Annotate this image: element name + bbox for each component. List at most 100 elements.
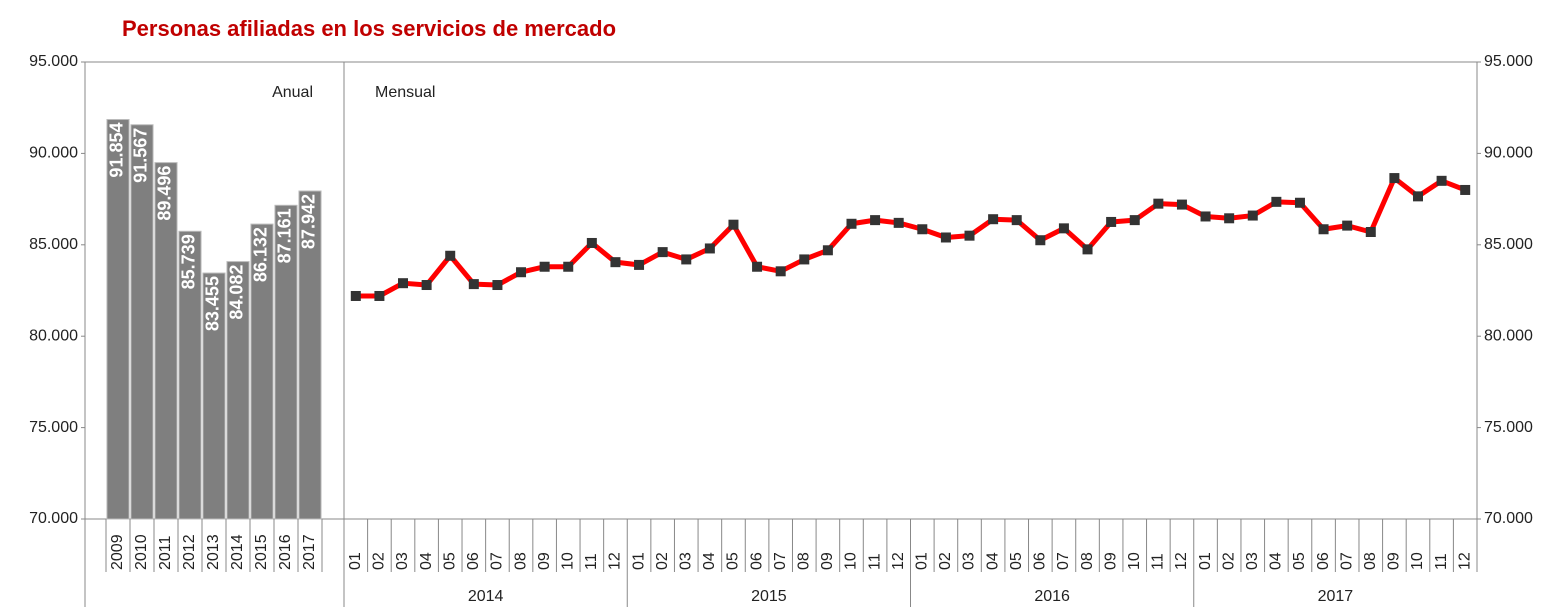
x-tick-label: 01 bbox=[347, 552, 364, 570]
marker bbox=[1224, 213, 1235, 224]
x-tick-label: 03 bbox=[677, 552, 694, 570]
marker bbox=[1271, 196, 1282, 207]
x-tick-label: 04 bbox=[984, 552, 1001, 570]
x-tick-label: 2013 bbox=[205, 534, 222, 570]
x-tick-label: 05 bbox=[1008, 552, 1025, 570]
x-tick-label: 01 bbox=[914, 552, 931, 570]
x-tick-label: 11 bbox=[583, 553, 600, 570]
x-tick-label: 12 bbox=[1456, 552, 1473, 570]
x-tick-label: 06 bbox=[1032, 552, 1049, 570]
marker bbox=[1318, 224, 1329, 235]
x-tick-label: 2009 bbox=[109, 534, 126, 570]
marker bbox=[539, 261, 550, 272]
bar bbox=[274, 204, 298, 520]
y-tick-label: 90.000 bbox=[1484, 145, 1533, 162]
value-label: 87.942 bbox=[299, 194, 319, 249]
x-tick-label: 07 bbox=[1338, 552, 1355, 570]
x-tick-label: 2010 bbox=[133, 534, 150, 570]
marker bbox=[468, 279, 479, 290]
x-tick-label: 11 bbox=[866, 553, 883, 570]
x-tick-label: 09 bbox=[536, 552, 553, 570]
marker bbox=[1389, 173, 1400, 184]
y-tick-label: 80.000 bbox=[1484, 327, 1533, 344]
annotation: Anual bbox=[272, 84, 313, 101]
x-tick-label: 09 bbox=[1386, 552, 1403, 570]
marker bbox=[1436, 175, 1447, 186]
x-tick-label: 10 bbox=[843, 552, 860, 570]
marker bbox=[799, 254, 810, 265]
x-tick-label: 05 bbox=[1291, 552, 1308, 570]
x-tick-label: 12 bbox=[607, 552, 624, 570]
marker bbox=[1153, 198, 1164, 209]
value-label: 84.082 bbox=[227, 265, 247, 320]
marker bbox=[1365, 227, 1376, 238]
marker bbox=[374, 290, 385, 301]
marker bbox=[846, 218, 857, 229]
marker bbox=[704, 243, 715, 254]
x-tick-label: 08 bbox=[796, 552, 813, 570]
y-tick-label: 95.000 bbox=[1484, 53, 1533, 70]
line bbox=[355, 175, 1467, 299]
marker bbox=[822, 245, 833, 256]
bar bbox=[154, 162, 178, 520]
marker bbox=[893, 217, 904, 228]
bar bbox=[226, 261, 250, 520]
x-tick-label: 11 bbox=[1433, 553, 1450, 570]
marker bbox=[586, 237, 597, 248]
x-tick-label: 02 bbox=[937, 552, 954, 570]
x-tick-label: 07 bbox=[772, 552, 789, 570]
marker bbox=[1082, 244, 1093, 255]
marker bbox=[870, 215, 881, 226]
x-tick-label: 10 bbox=[1126, 552, 1143, 570]
x-tick-label: 09 bbox=[1102, 552, 1119, 570]
x-tick-label: 08 bbox=[1079, 552, 1096, 570]
marker bbox=[1200, 211, 1211, 222]
value-label: 87.161 bbox=[275, 208, 295, 263]
x-tick-label: 01 bbox=[1197, 552, 1214, 570]
x-tick-label: 02 bbox=[654, 552, 671, 570]
x-tick-label: 09 bbox=[819, 552, 836, 570]
x-tick-label: 06 bbox=[1315, 552, 1332, 570]
marker bbox=[492, 280, 503, 291]
bar bbox=[250, 223, 274, 520]
marker bbox=[610, 257, 621, 268]
y-tick-label: 75.000 bbox=[29, 419, 78, 436]
x-tick-label: 03 bbox=[394, 552, 411, 570]
marker bbox=[563, 261, 574, 272]
value-label: 91.854 bbox=[107, 123, 127, 178]
value-label: 86.132 bbox=[251, 227, 271, 282]
marker bbox=[940, 232, 951, 243]
x-tick-label: 03 bbox=[961, 552, 978, 570]
marker bbox=[445, 250, 456, 261]
x-tick-label: 04 bbox=[418, 552, 435, 570]
x-tick-label: 2012 bbox=[181, 534, 198, 570]
x-tick-label: 06 bbox=[748, 552, 765, 570]
y-tick-label: 85.000 bbox=[29, 236, 78, 253]
y-tick-label: 70.000 bbox=[1484, 510, 1533, 527]
y-tick-label: 80.000 bbox=[29, 327, 78, 344]
value-label: 85.739 bbox=[179, 234, 199, 289]
x-tick-label: 02 bbox=[371, 552, 388, 570]
x-tick-label: 04 bbox=[1268, 552, 1285, 570]
x-tick-label: 2015 bbox=[253, 534, 270, 570]
y-tick-label: 95.000 bbox=[29, 53, 78, 70]
x-tick-label: 12 bbox=[1173, 552, 1190, 570]
x-tick-label: 2014 bbox=[229, 534, 246, 570]
marker bbox=[398, 278, 409, 289]
x-tick-label: 2016 bbox=[277, 534, 294, 570]
x-tick-label: 04 bbox=[701, 552, 718, 570]
x-tick-label: 07 bbox=[1055, 552, 1072, 570]
marker bbox=[1460, 184, 1471, 195]
bar bbox=[202, 272, 226, 520]
x-tick-label: 05 bbox=[725, 552, 742, 570]
marker bbox=[1176, 199, 1187, 210]
marker bbox=[634, 259, 645, 270]
x-tick-label: 10 bbox=[559, 552, 576, 570]
marker bbox=[1247, 210, 1258, 221]
marker bbox=[681, 254, 692, 265]
marker bbox=[1106, 216, 1117, 227]
marker bbox=[350, 290, 361, 301]
x-tick-label: 01 bbox=[630, 552, 647, 570]
marker bbox=[988, 214, 999, 225]
x-tick-label: 2017 bbox=[301, 534, 318, 570]
